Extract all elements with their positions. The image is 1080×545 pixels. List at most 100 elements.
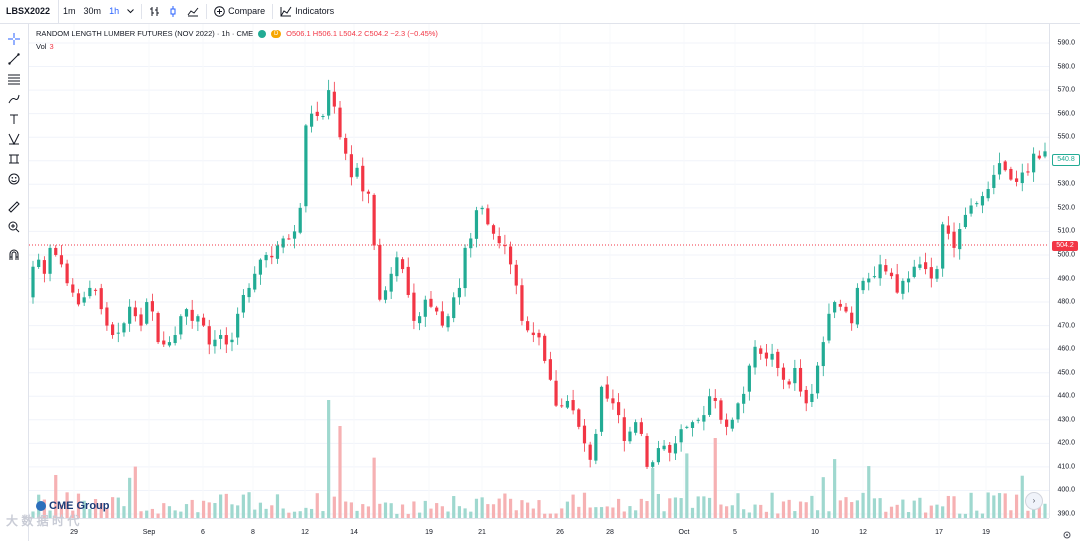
- trend-line-icon[interactable]: [5, 50, 23, 68]
- volume-bar: [833, 459, 837, 518]
- candle-body: [412, 292, 416, 321]
- compare-button[interactable]: Compare: [210, 0, 269, 23]
- candle-body: [713, 397, 717, 401]
- emoji-icon[interactable]: [5, 170, 23, 188]
- volume-bar: [1003, 493, 1007, 518]
- time-axis[interactable]: 29 Sep 6 8 12 14 19 21 26 28 Oct 5 10 12 17 19: [29, 518, 1049, 542]
- indicators-icon: [280, 6, 292, 17]
- cme-logo-text: CME Group: [49, 500, 110, 512]
- candle-body: [395, 257, 399, 277]
- volume-bar: [338, 426, 342, 518]
- volume-bar: [287, 512, 291, 518]
- fib-retracement-icon[interactable]: [5, 70, 23, 88]
- candle-body: [1037, 155, 1041, 159]
- candle-body: [31, 266, 35, 298]
- volume-bar: [435, 503, 439, 518]
- magnet-icon[interactable]: [5, 246, 23, 264]
- price-tick-label: 390.0: [1057, 510, 1075, 518]
- volume-bar: [725, 506, 729, 518]
- interval-1h-button[interactable]: 1h: [109, 6, 120, 16]
- candle-body: [247, 287, 251, 298]
- volume-bar: [588, 507, 592, 518]
- price-tick-label: 510.0: [1057, 227, 1075, 235]
- interval-dropdown-chevron-icon[interactable]: [123, 0, 138, 23]
- candle-body: [833, 302, 837, 313]
- interval-30m-button[interactable]: 30m: [83, 6, 102, 16]
- volume-bar: [571, 494, 575, 518]
- candle-body: [878, 264, 882, 279]
- candle-body: [719, 400, 723, 420]
- brush-icon[interactable]: [5, 90, 23, 108]
- candle-body: [429, 298, 433, 307]
- candle-body: [383, 290, 388, 300]
- candle-body: [315, 111, 319, 117]
- candle-body: [366, 191, 371, 194]
- candle-body: [969, 205, 973, 214]
- candle-body: [1009, 168, 1013, 180]
- candle-body: [230, 339, 234, 343]
- volume-bar: [872, 498, 877, 518]
- volume-bar: [241, 494, 245, 518]
- candle-body: [565, 400, 570, 408]
- volume-bar: [935, 504, 939, 518]
- market-status-icon: [258, 29, 267, 38]
- volume-bar: [128, 477, 132, 518]
- text-tool-icon[interactable]: [5, 110, 23, 128]
- zoom-in-icon[interactable]: [5, 218, 23, 236]
- volume-legend: Vol 3: [36, 42, 54, 51]
- candle-body: [116, 332, 120, 334]
- volume-bar: [1032, 503, 1036, 518]
- candle-body: [651, 462, 655, 467]
- volume-bar: [184, 504, 189, 518]
- candle-body: [543, 335, 547, 361]
- volume-bar: [315, 493, 319, 518]
- time-tick-label: Sep: [142, 529, 156, 536]
- price-tick-label: 520.0: [1057, 204, 1075, 212]
- price-chart-canvas[interactable]: [29, 24, 1049, 518]
- candle-body: [798, 367, 803, 392]
- candle-body: [435, 307, 439, 312]
- symbol-search-button[interactable]: LBSX2022: [0, 0, 60, 23]
- candle-body: [520, 285, 524, 321]
- candle-body: [355, 167, 359, 177]
- volume-bar: [247, 492, 251, 518]
- volume-bar: [469, 511, 473, 518]
- volume-bar: [645, 501, 649, 518]
- volume-bar: [548, 513, 552, 518]
- volume-bar: [389, 503, 393, 518]
- volume-bar: [366, 506, 371, 518]
- bars-style-icon[interactable]: [145, 0, 164, 23]
- candle-body: [770, 353, 774, 360]
- candle-body: [838, 303, 842, 307]
- volume-bar: [878, 498, 882, 518]
- volume-bar: [884, 511, 888, 518]
- candle-body: [463, 247, 467, 289]
- ruler-icon[interactable]: [5, 198, 23, 216]
- crosshair-icon[interactable]: [5, 30, 23, 48]
- volume-bar: [565, 501, 570, 518]
- scroll-to-realtime-button[interactable]: ›: [1025, 492, 1043, 510]
- candle-body: [327, 90, 331, 116]
- candles-style-icon[interactable]: [164, 0, 183, 23]
- volume-bar: [230, 504, 234, 518]
- volume-bar: [446, 511, 450, 518]
- price-axis[interactable]: 590.0580.0570.0560.0550.0540.0530.0520.0…: [1049, 24, 1080, 518]
- volume-bar: [844, 497, 848, 518]
- ohlc-values: O506.1 H506.1 L504.2 C504.2 −2.3 (−0.45%…: [286, 29, 438, 38]
- candle-body: [190, 309, 194, 321]
- candle-body: [1043, 151, 1047, 157]
- candle-body: [662, 445, 666, 450]
- compare-label: Compare: [228, 6, 266, 16]
- candle-body: [611, 398, 615, 404]
- volume-bar: [236, 505, 240, 518]
- candle-body: [236, 313, 240, 338]
- pattern-icon[interactable]: [5, 130, 23, 148]
- candle-body: [503, 245, 507, 247]
- gear-icon[interactable]: [1062, 527, 1072, 539]
- indicators-button[interactable]: Indicators: [276, 0, 338, 23]
- area-style-icon[interactable]: [183, 0, 203, 23]
- prediction-icon[interactable]: [5, 150, 23, 168]
- volume-bar: [963, 513, 968, 518]
- interval-1m-button[interactable]: 1m: [63, 6, 76, 16]
- volume-bar: [48, 510, 52, 518]
